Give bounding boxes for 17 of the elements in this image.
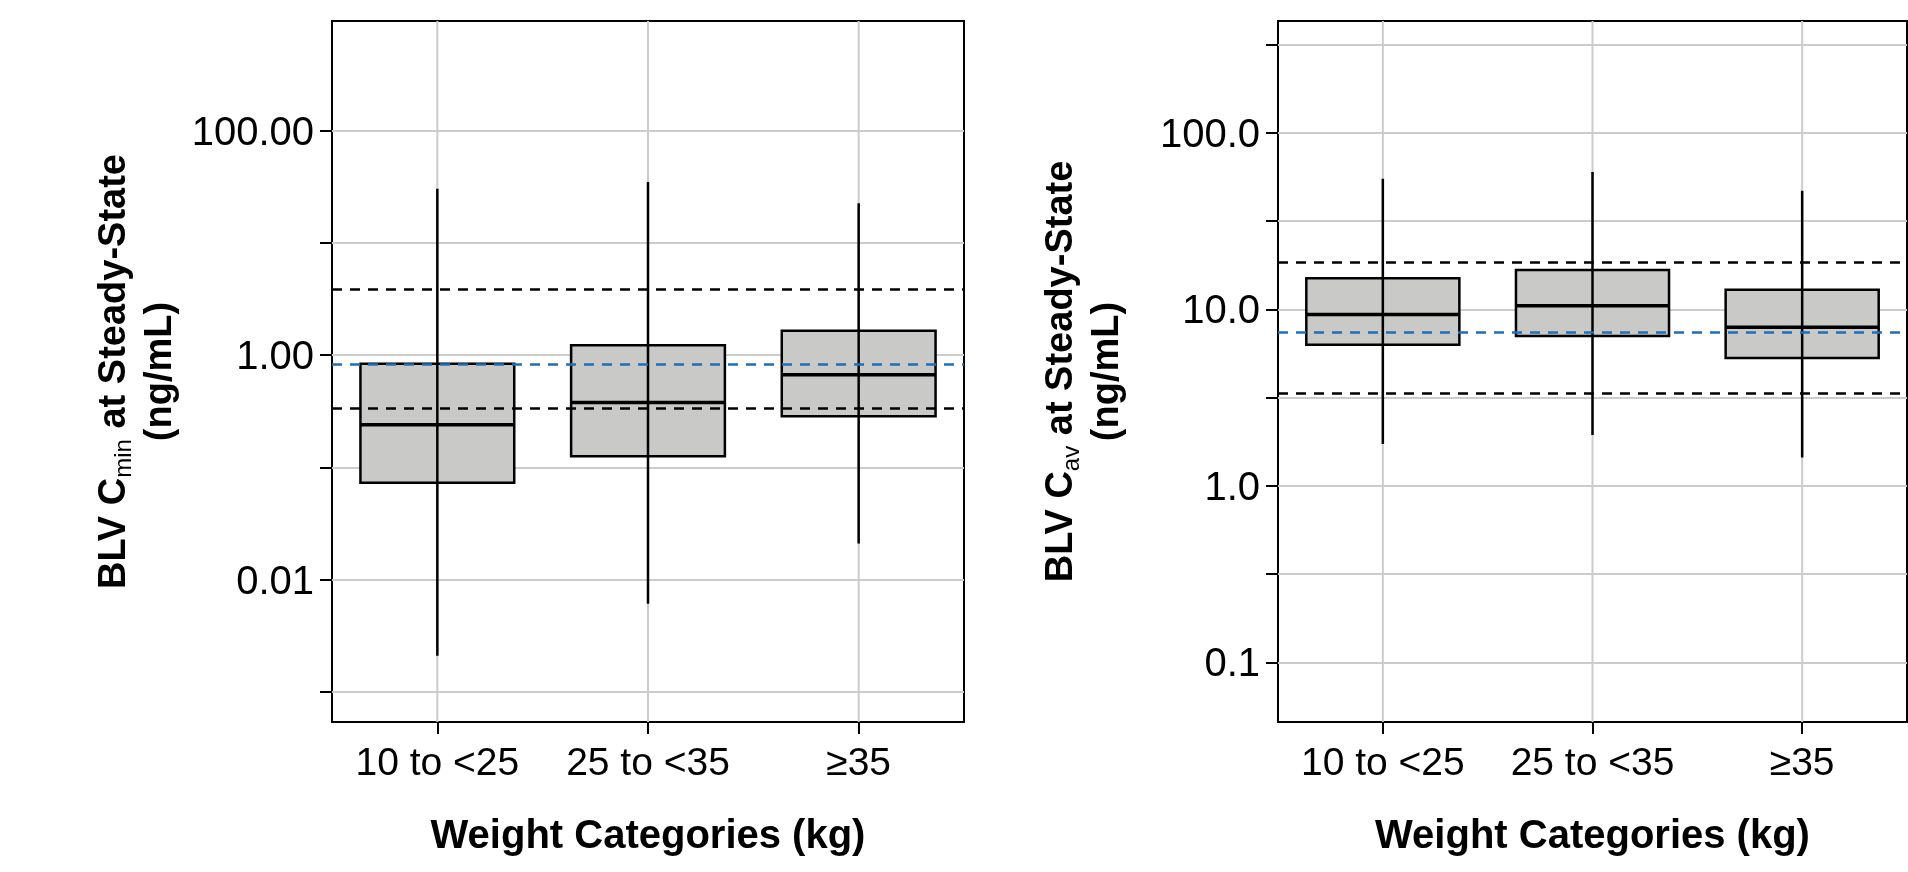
x-tick-label: 10 to <25 — [1300, 740, 1465, 783]
x-tick-label: 25 to <35 — [1510, 740, 1675, 783]
x-tick-label: 10 to <25 — [355, 740, 520, 783]
y-axis-title: BLV Cmin at Steady-State (ng/mL) — [90, 154, 179, 589]
y-tick-label: 1.00 — [236, 333, 314, 378]
x-axis-title: Weight Categories (kg) — [1375, 812, 1810, 856]
y-tick-label: 100.00 — [191, 108, 314, 153]
y-tick-label: 10.0 — [1182, 287, 1260, 332]
x-axis-title: Weight Categories (kg) — [430, 812, 866, 856]
y-tick-label: 1.0 — [1204, 463, 1260, 508]
y-tick-label: 0.1 — [1204, 640, 1260, 685]
y-axis-title: BLV Cav at Steady-State (ng/mL) — [1038, 160, 1126, 583]
y-tick-label: 0.01 — [236, 557, 314, 602]
x-tick-label: 25 to <35 — [566, 740, 730, 783]
x-tick-label: ≥35 — [826, 740, 892, 783]
y-tick-label: 100.0 — [1159, 110, 1260, 155]
x-tick-label: ≥35 — [1769, 740, 1835, 783]
